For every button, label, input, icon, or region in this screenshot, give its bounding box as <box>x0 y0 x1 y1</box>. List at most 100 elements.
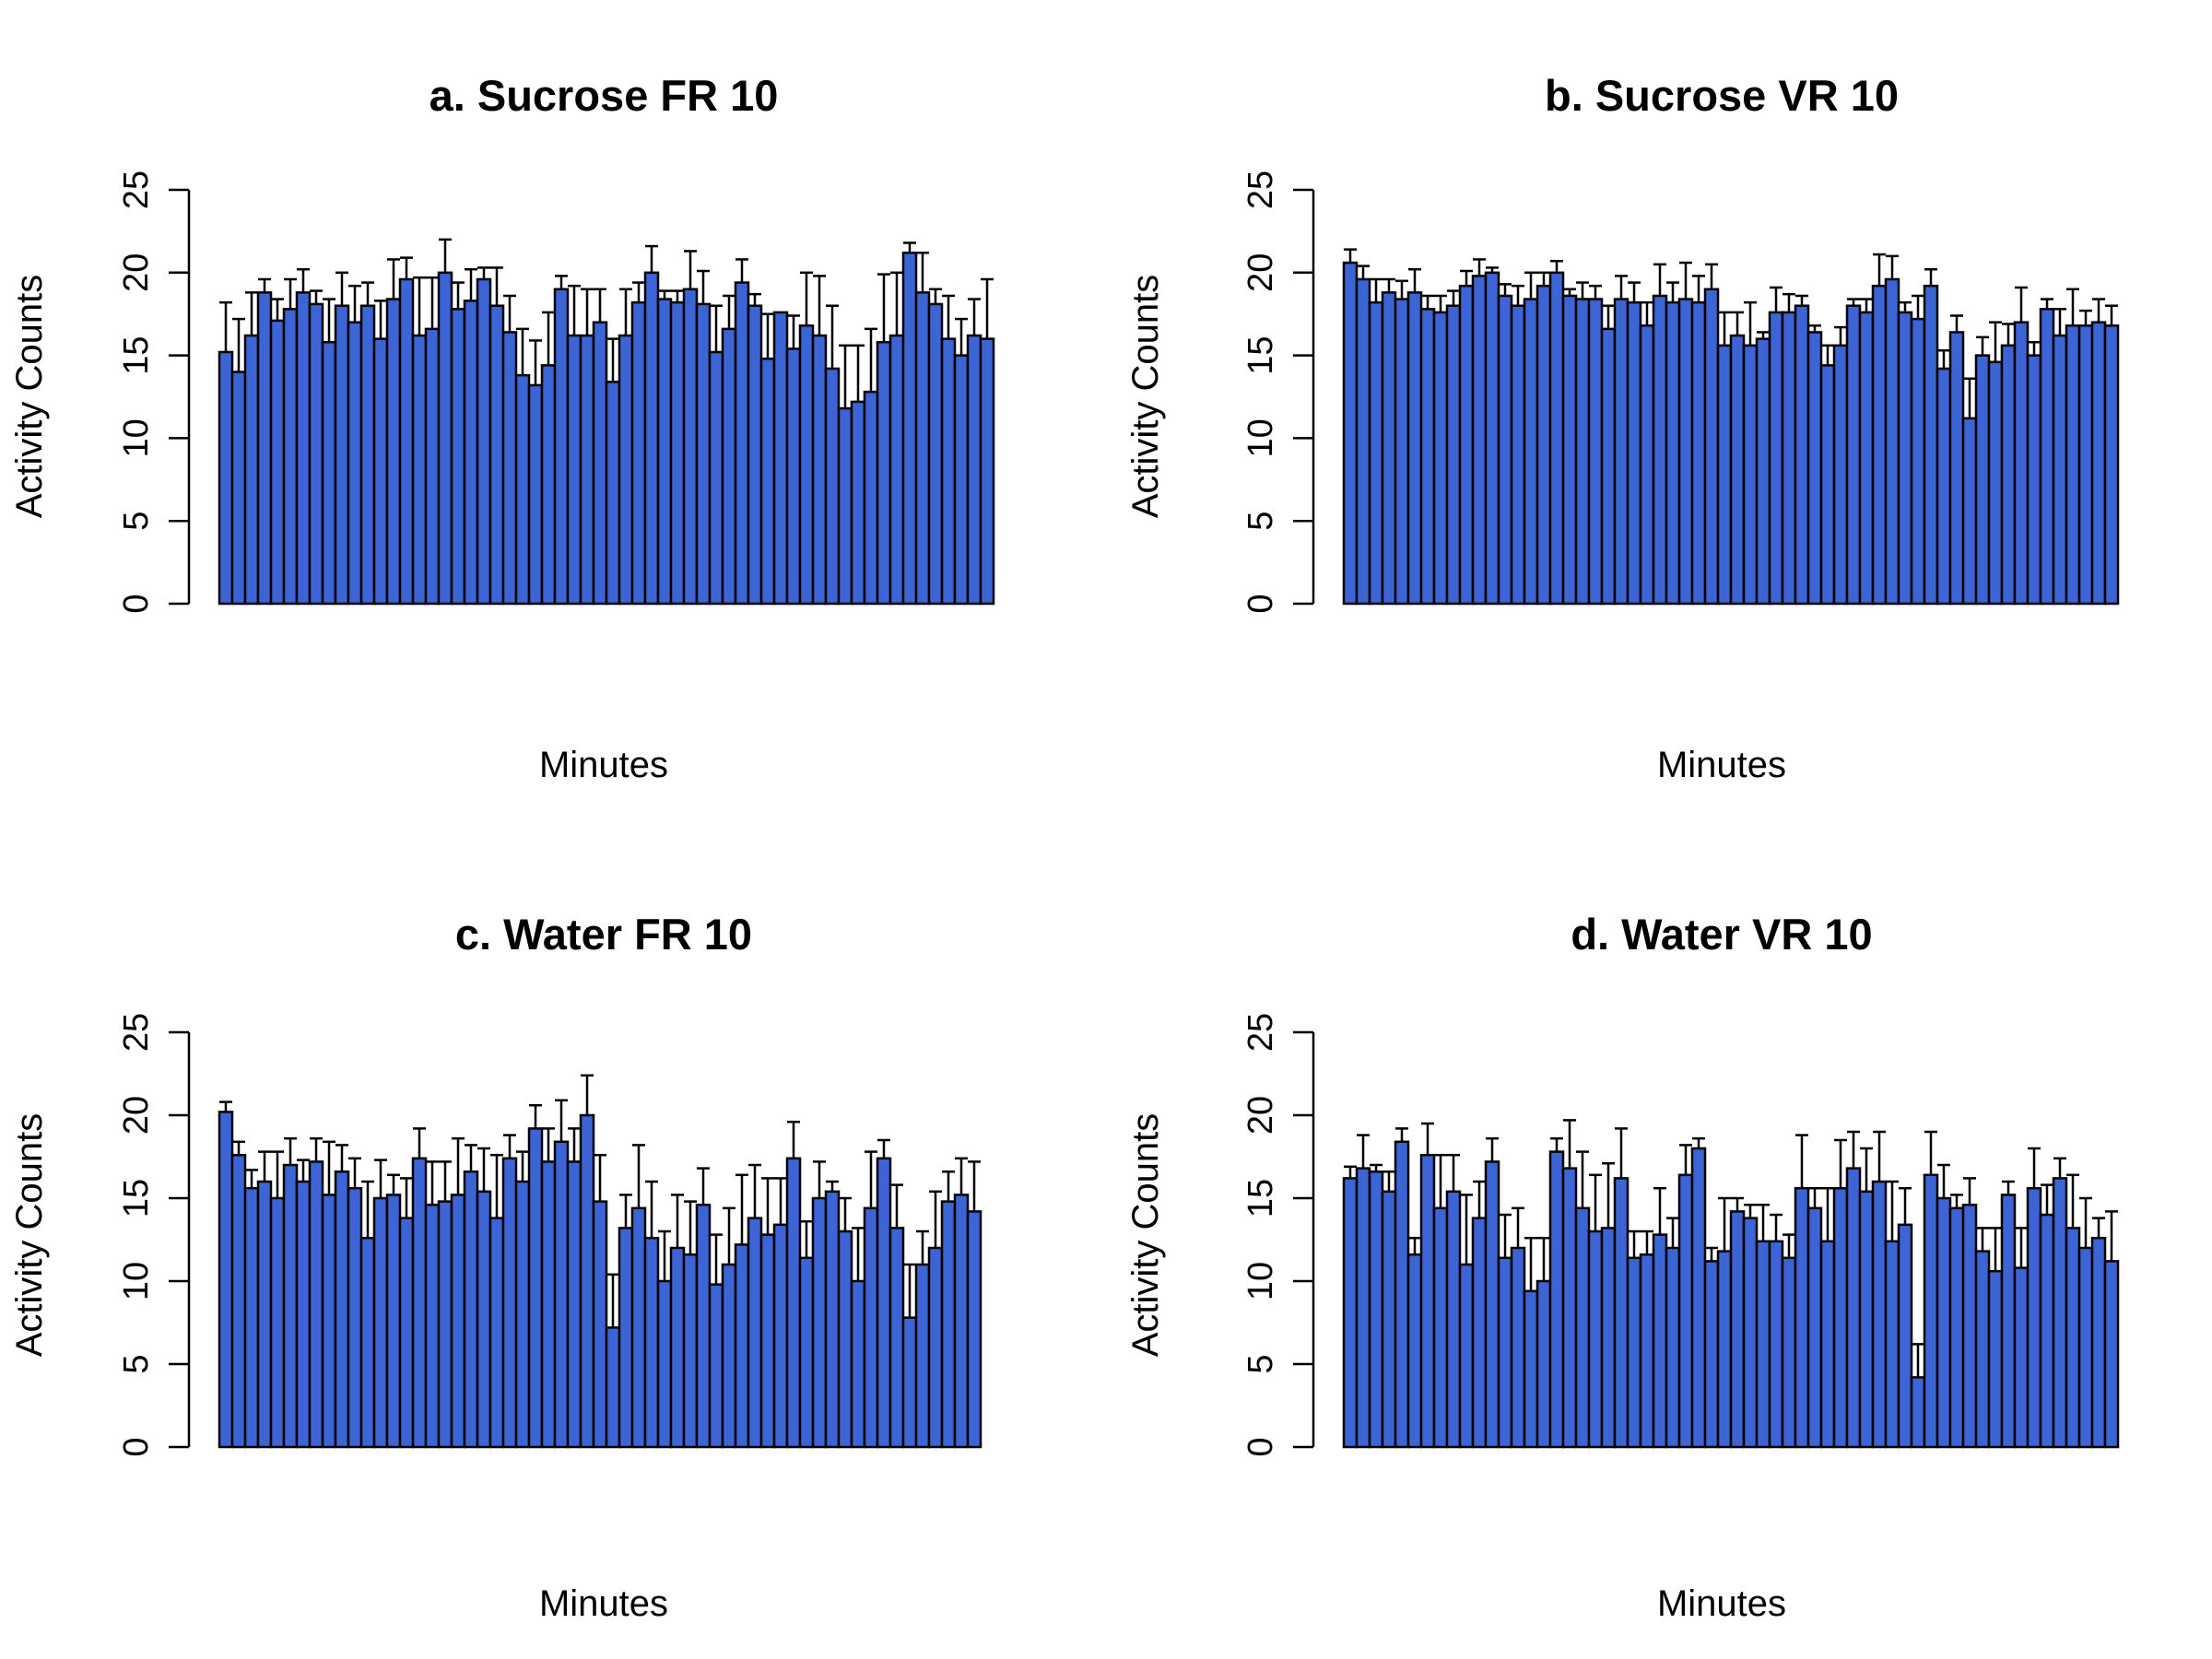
bar <box>1948 331 1965 606</box>
bar <box>347 1186 363 1449</box>
bar <box>1703 1260 1720 1449</box>
bar <box>1703 288 1720 606</box>
y-tick-label: 20 <box>117 1096 156 1135</box>
bar <box>1368 1170 1384 1449</box>
bar <box>437 1200 453 1449</box>
bar <box>901 251 918 606</box>
bar <box>747 1217 763 1449</box>
bar <box>359 304 376 606</box>
bar <box>759 1233 776 1449</box>
bar <box>618 334 634 606</box>
bar <box>592 1200 608 1449</box>
bar <box>1652 1233 1668 1449</box>
bar <box>1768 1240 1784 1449</box>
bar <box>888 1227 905 1449</box>
bar <box>1665 300 1681 606</box>
bar <box>1987 360 2004 606</box>
bar <box>411 334 428 606</box>
bar <box>501 331 518 606</box>
y-tick-label: 15 <box>1241 1179 1280 1218</box>
bar <box>850 1279 866 1449</box>
bar <box>1961 417 1978 606</box>
y-tick-label: 25 <box>1241 1013 1280 1052</box>
bar <box>837 406 853 606</box>
panel-c: c. Water FR 10 Activity Counts Minutes 0… <box>9 910 982 1624</box>
bar <box>927 1246 944 1449</box>
bar <box>1987 1269 2004 1449</box>
y-tick-label: 0 <box>117 594 156 613</box>
bar <box>411 1157 428 1449</box>
panel-b-y-axis: 0 5 10 15 20 25 <box>1241 171 1315 614</box>
bar <box>243 1186 260 1449</box>
bar <box>1342 1177 1359 1449</box>
bar <box>1781 311 1797 606</box>
bar <box>1858 311 1875 606</box>
y-tick-label: 20 <box>1241 253 1280 292</box>
bar <box>1497 1256 1513 1449</box>
y-tick-label: 15 <box>117 335 156 374</box>
bar <box>1381 291 1397 606</box>
bar <box>424 327 441 606</box>
panel-d-bars <box>1342 1119 2120 1449</box>
bar <box>1484 271 1500 606</box>
bar <box>1355 277 1371 606</box>
bar <box>359 1236 376 1449</box>
bar <box>1510 304 1526 606</box>
bar <box>566 334 582 606</box>
bar <box>914 291 931 606</box>
bar <box>295 291 312 606</box>
bar <box>1755 337 1771 606</box>
bar <box>1897 1223 1913 1449</box>
y-tick-label: 0 <box>1241 1437 1280 1456</box>
panel-d-title: d. Water VR 10 <box>1571 910 1872 959</box>
y-tick-label: 5 <box>1241 512 1280 531</box>
bar <box>656 298 673 606</box>
bar <box>1484 1160 1500 1449</box>
bar <box>1961 1203 1978 1449</box>
bar <box>721 327 737 606</box>
bar <box>953 1194 970 1449</box>
bar <box>747 304 763 606</box>
bar <box>876 1157 892 1449</box>
panel-d-y-axis-label: Activity Counts <box>1125 1113 1166 1358</box>
bar <box>347 321 363 606</box>
bar <box>1923 284 1939 606</box>
bar <box>579 1113 595 1449</box>
bar <box>334 1170 350 1449</box>
bar <box>1690 1147 1707 1449</box>
bar <box>2052 1177 2068 1449</box>
y-tick-label: 20 <box>117 253 156 292</box>
bar <box>398 277 415 606</box>
bar <box>321 340 337 606</box>
bar <box>1742 344 1759 606</box>
bar <box>734 281 750 606</box>
bar <box>566 1160 582 1449</box>
bar <box>269 319 286 606</box>
bar <box>1884 1240 1900 1449</box>
bar <box>1561 294 1578 606</box>
y-tick-label: 5 <box>117 512 156 531</box>
bar <box>966 334 982 606</box>
bar <box>1910 317 1926 606</box>
bar <box>1613 1177 1630 1449</box>
bar <box>450 308 466 606</box>
y-tick-label: 20 <box>1241 1096 1280 1135</box>
y-tick-label: 5 <box>117 1354 156 1373</box>
bar <box>1781 1256 1797 1449</box>
bar <box>1639 1253 1655 1449</box>
bar <box>1768 311 1784 606</box>
bar <box>2103 1260 2120 1449</box>
bar <box>1394 1140 1410 1449</box>
bar <box>850 400 866 606</box>
bar <box>772 1223 789 1449</box>
bar <box>1523 1289 1539 1449</box>
bar <box>398 1217 415 1449</box>
bar <box>1613 298 1630 606</box>
panel-b-y-axis-label: Activity Counts <box>1125 275 1166 519</box>
y-tick-label: 25 <box>117 1013 156 1052</box>
y-tick-label: 0 <box>1241 594 1280 613</box>
panel-a: a. Sucrose FR 10 Activity Counts Minutes… <box>9 71 995 785</box>
panel-d: d. Water VR 10 Activity Counts Minutes 0… <box>1125 910 2120 1624</box>
bar <box>1729 334 1746 606</box>
